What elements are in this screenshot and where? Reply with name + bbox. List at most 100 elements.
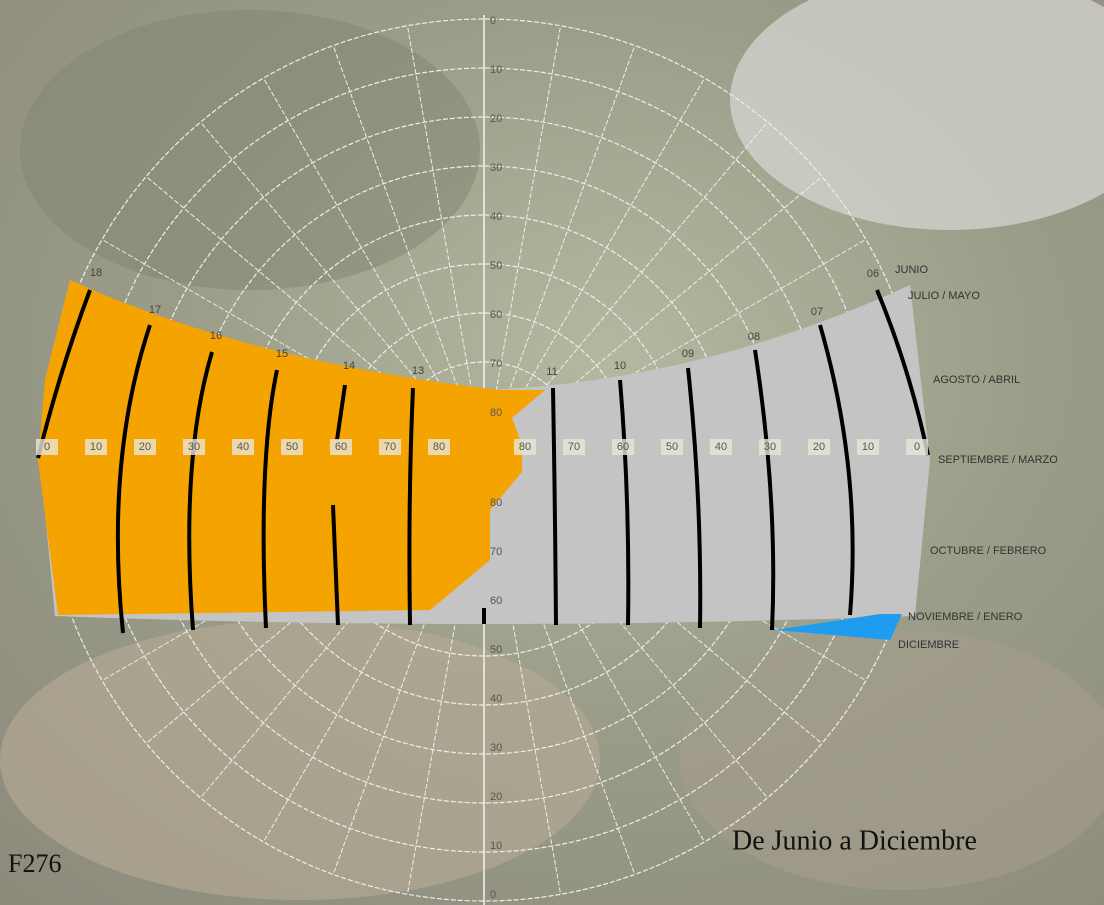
altitude-label: 80 xyxy=(490,407,502,419)
hour-line xyxy=(551,387,558,626)
month-label: JUNIO xyxy=(895,264,928,276)
altitude-label: 50 xyxy=(490,260,502,272)
altitude-label: 70 xyxy=(384,441,396,453)
label-box xyxy=(379,439,401,455)
altitude-label: 20 xyxy=(813,441,825,453)
altitude-label: 30 xyxy=(490,742,502,754)
altitude-label: 50 xyxy=(666,441,678,453)
azimuth-line xyxy=(406,25,483,447)
month-label: NOVIEMBRE / ENERO xyxy=(908,611,1023,623)
hour-label: 09 xyxy=(682,348,694,360)
label-box xyxy=(612,439,634,455)
altitude-label: 60 xyxy=(617,441,629,453)
hour-line xyxy=(618,379,631,626)
label-box xyxy=(710,439,732,455)
altitude-label: 70 xyxy=(490,546,502,558)
hour-label: 16 xyxy=(210,330,222,342)
hour-label: 17 xyxy=(149,304,161,316)
label-box xyxy=(759,439,781,455)
hour-line xyxy=(875,289,930,456)
altitude-label: 60 xyxy=(335,441,347,453)
altitude-label: 60 xyxy=(490,309,502,321)
altitude-label: 10 xyxy=(90,441,102,453)
altitude-label: 20 xyxy=(490,113,502,125)
altitude-label: 30 xyxy=(188,441,200,453)
label-box xyxy=(330,439,352,455)
hour-label: 11 xyxy=(546,366,557,378)
altitude-label: 80 xyxy=(490,497,502,509)
altitude-label: 70 xyxy=(490,358,502,370)
altitude-label: 70 xyxy=(568,441,580,453)
altitude-label: 40 xyxy=(490,211,502,223)
label-box xyxy=(906,439,928,455)
altitude-label: 20 xyxy=(490,791,502,803)
altitude-label: 0 xyxy=(914,441,920,453)
month-label: OCTUBRE / FEBRERO xyxy=(930,545,1047,557)
altitude-label: 80 xyxy=(433,441,445,453)
hour-line xyxy=(261,369,279,629)
altitude-label: 40 xyxy=(237,441,249,453)
label-box xyxy=(563,439,585,455)
altitude-label: 40 xyxy=(490,693,502,705)
altitude-label: 10 xyxy=(490,64,502,76)
altitude-label: 50 xyxy=(286,441,298,453)
altitude-label: 0 xyxy=(490,15,496,27)
label-box xyxy=(661,439,683,455)
label-box xyxy=(134,439,156,455)
label-box xyxy=(85,439,107,455)
altitude-label: 30 xyxy=(490,162,502,174)
altitude-label: 80 xyxy=(519,441,531,453)
altitude-label: 10 xyxy=(490,840,502,852)
dry-leaves xyxy=(0,620,600,900)
hour-label: 13 xyxy=(412,365,424,377)
azimuth-line xyxy=(490,77,705,449)
hour-label: 06 xyxy=(867,268,879,280)
hour-label: 08 xyxy=(748,331,760,343)
altitude-label: 0 xyxy=(490,889,496,901)
label-box xyxy=(808,439,830,455)
altitude-label: 50 xyxy=(490,644,502,656)
label-box xyxy=(281,439,303,455)
altitude-label: 20 xyxy=(139,441,151,453)
altitude-label: 30 xyxy=(764,441,776,453)
hour-label: 15 xyxy=(276,348,288,360)
hour-line xyxy=(686,367,703,629)
hour-label: 10 xyxy=(614,360,626,372)
figure-code: F276 xyxy=(8,849,61,878)
caption: De Junio a Diciembre xyxy=(732,825,977,856)
altitude-label: 10 xyxy=(862,441,874,453)
azimuth-line xyxy=(485,25,562,447)
dry-leaves xyxy=(680,630,1104,890)
sky-haze xyxy=(730,0,1104,230)
hour-line xyxy=(115,324,152,634)
hour-line xyxy=(753,349,776,631)
hour-line xyxy=(818,324,855,616)
hour-label: 14 xyxy=(343,360,355,372)
hour-label: 18 xyxy=(90,267,102,279)
altitude-label: 60 xyxy=(490,595,502,607)
hour-line xyxy=(187,351,214,631)
altitude-label: 40 xyxy=(715,441,727,453)
blue-region xyxy=(775,614,902,640)
azimuth-line xyxy=(488,45,636,448)
hour-line xyxy=(36,289,92,459)
hour-lines xyxy=(36,289,930,634)
label-box xyxy=(232,439,254,455)
label-box xyxy=(36,439,58,455)
month-label: SEPTIEMBRE / MARZO xyxy=(938,454,1058,466)
foliage xyxy=(20,10,480,290)
label-box xyxy=(857,439,879,455)
labels: 18 17 16 15 14 13 11 10 09 08 07 06 JUNIO JULIO / MAY… xyxy=(36,15,1058,901)
label-box xyxy=(514,439,536,455)
hour-label: 07 xyxy=(811,306,823,318)
month-label: JULIO / MAYO xyxy=(908,290,980,302)
label-box xyxy=(183,439,205,455)
hour-line xyxy=(407,387,415,626)
month-label: AGOSTO / ABRIL xyxy=(933,374,1020,386)
hour-line xyxy=(331,384,347,626)
month-label: DICIEMBRE xyxy=(898,639,959,651)
azimuth-line xyxy=(332,45,480,448)
label-box xyxy=(428,439,450,455)
altitude-label: 0 xyxy=(44,441,50,453)
